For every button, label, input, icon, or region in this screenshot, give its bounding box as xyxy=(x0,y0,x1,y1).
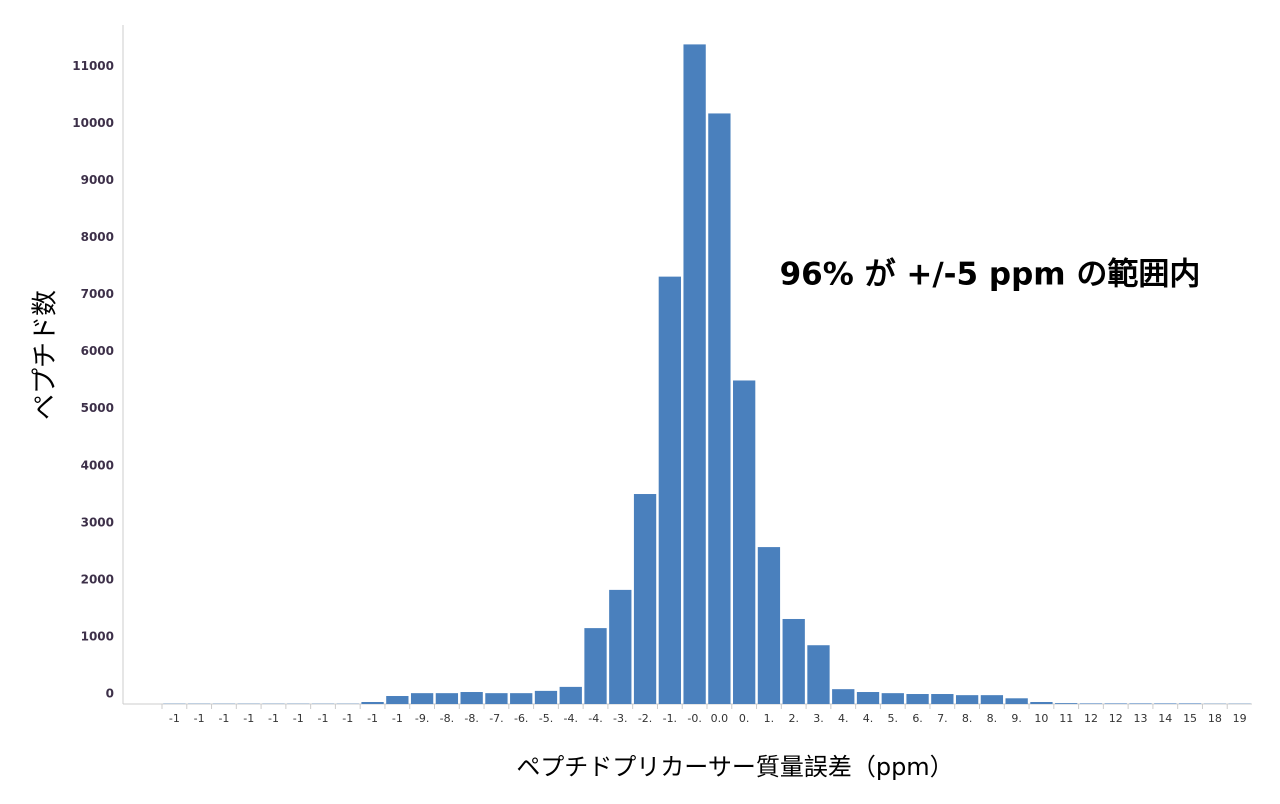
y-tick-label: 3000 xyxy=(81,515,114,529)
x-tick-label: -5. xyxy=(539,712,553,725)
x-tick-label: -1 xyxy=(342,712,353,725)
x-tick-label: -1 xyxy=(169,712,180,725)
bar xyxy=(1129,703,1152,704)
y-tick-label: 8000 xyxy=(81,230,114,244)
y-axis-label: ペプチド数 xyxy=(31,290,61,420)
bar xyxy=(782,618,805,704)
x-tick-label: -6. xyxy=(514,712,528,725)
x-tick-label: -0. xyxy=(687,712,701,725)
x-tick-label: -1 xyxy=(268,712,279,725)
bar xyxy=(807,645,830,704)
bar xyxy=(955,695,979,704)
x-tick-label: -1 xyxy=(318,712,329,725)
bar xyxy=(1104,703,1127,704)
x-tick-label: -1 xyxy=(367,712,378,725)
x-tick-label: 13 xyxy=(1134,712,1148,725)
bar xyxy=(658,276,681,704)
x-tick-label: 19 xyxy=(1233,712,1247,725)
x-tick-label: 4. xyxy=(863,712,874,725)
x-tick-label: -8. xyxy=(440,712,454,725)
annotation: 96% が +/-5 ppm の範囲内 xyxy=(780,257,1201,293)
x-tick-label: -1 xyxy=(218,712,229,725)
bar xyxy=(906,694,929,704)
y-tick-label: 11000 xyxy=(72,59,114,73)
bar xyxy=(733,380,756,704)
bar xyxy=(1154,703,1177,704)
x-tick-label: -1 xyxy=(194,712,205,725)
bar xyxy=(584,628,607,704)
bar xyxy=(609,589,632,704)
y-tick-label: 4000 xyxy=(81,458,114,472)
bar xyxy=(386,696,409,704)
x-tick-label: 2. xyxy=(788,712,799,725)
x-tick-label: -1 xyxy=(243,712,254,725)
x-tick-label: 10 xyxy=(1034,712,1048,725)
y-tick-label: 2000 xyxy=(81,572,114,586)
x-tick-label: 6. xyxy=(912,712,923,725)
y-tick-label: 0 xyxy=(106,687,114,701)
y-tick-label: 10000 xyxy=(72,116,114,130)
x-tick-label: 8. xyxy=(962,712,973,725)
bar xyxy=(856,692,880,704)
bar xyxy=(559,686,582,704)
y-tick-label: 7000 xyxy=(81,287,114,301)
x-tick-label: -7. xyxy=(489,712,503,725)
bar xyxy=(1005,698,1028,704)
x-tick-label: 12 xyxy=(1084,712,1098,725)
x-tick-label: 0. xyxy=(739,712,750,725)
x-tick-label: -3. xyxy=(613,712,627,725)
x-tick-label: 5. xyxy=(888,712,899,725)
x-tick-label: 0.0 xyxy=(711,712,729,725)
y-tick-label: 9000 xyxy=(81,173,114,187)
x-tick-label: 11 xyxy=(1059,712,1073,725)
x-tick-label: 12 xyxy=(1109,712,1123,725)
bar xyxy=(361,702,384,704)
x-tick-label: -1 xyxy=(392,712,403,725)
bar xyxy=(708,113,731,705)
x-tick-label: 9. xyxy=(1011,712,1022,725)
x-tick-label: 4. xyxy=(838,712,849,725)
bar xyxy=(980,695,1004,704)
x-tick-label: 1. xyxy=(764,712,775,725)
bar xyxy=(757,547,781,704)
bar xyxy=(832,689,855,704)
x-tick-label: 15 xyxy=(1183,712,1197,725)
bar xyxy=(633,494,657,704)
bar xyxy=(435,693,459,704)
y-tick-label: 6000 xyxy=(81,344,114,358)
x-tick-label: -2. xyxy=(638,712,652,725)
bar xyxy=(410,693,434,704)
bar xyxy=(510,693,533,704)
bar xyxy=(460,692,483,704)
x-tick-label: 14 xyxy=(1158,712,1172,725)
bar xyxy=(1055,703,1078,704)
x-tick-label: 18 xyxy=(1208,712,1222,725)
bar xyxy=(881,693,904,704)
x-tick-label: -4. xyxy=(564,712,578,725)
bar xyxy=(534,690,558,704)
x-tick-label: -9. xyxy=(415,712,429,725)
x-tick-label: 7. xyxy=(937,712,948,725)
y-tick-label: 5000 xyxy=(81,401,114,415)
y-tick-label: 1000 xyxy=(81,629,114,643)
bar xyxy=(683,44,706,704)
bar xyxy=(1079,703,1103,704)
x-axis-label: ペプチドプリカーサー質量誤差（ppm） xyxy=(516,753,953,781)
bar xyxy=(931,694,954,704)
bar xyxy=(485,693,508,704)
bar xyxy=(1030,702,1053,704)
x-tick-label: -1. xyxy=(663,712,677,725)
x-tick-label: 3. xyxy=(813,712,824,725)
bar xyxy=(1178,703,1202,704)
x-tick-label: -4. xyxy=(588,712,602,725)
x-tick-label: -8. xyxy=(464,712,478,725)
x-tick-label: -1 xyxy=(293,712,304,725)
x-tick-label: 8. xyxy=(987,712,998,725)
